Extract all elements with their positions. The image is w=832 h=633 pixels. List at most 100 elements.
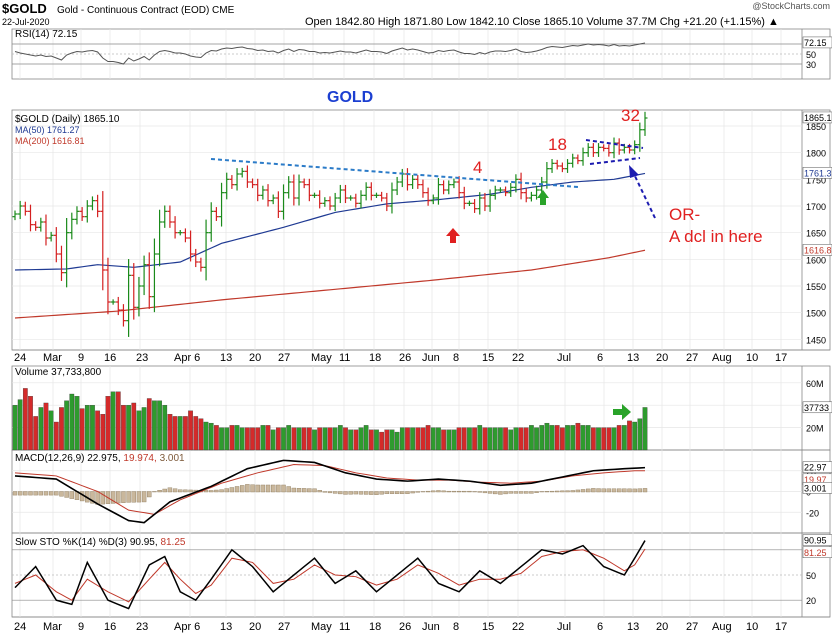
macd-hist-bar	[43, 491, 49, 496]
x-axis-label-top: 13	[220, 352, 232, 364]
x-axis-label-bottom: 16	[104, 621, 116, 633]
macd-hist-bar	[343, 491, 348, 495]
price-bar	[528, 191, 534, 202]
price-axis-label: 1700	[806, 202, 826, 212]
price-bar	[208, 202, 214, 242]
volume-bar	[456, 427, 462, 451]
volume-bars	[12, 388, 648, 451]
price-bar	[616, 138, 622, 155]
price-bar	[193, 248, 199, 268]
macd-value-tag-box	[802, 461, 832, 473]
macd-hist-bar	[322, 491, 328, 493]
volume-bar	[374, 429, 379, 451]
volume-bar	[265, 425, 271, 451]
volume-bar	[343, 427, 348, 451]
x-axis-label-top: 15	[482, 352, 494, 364]
price-bar	[100, 191, 106, 291]
price-bar	[611, 137, 617, 159]
price-bar	[64, 218, 70, 288]
macd-hist-bar	[420, 491, 426, 493]
volume-bar	[554, 425, 560, 451]
macd-hist-bar	[555, 490, 560, 493]
panel-grids	[12, 29, 802, 617]
volume-bar	[90, 405, 95, 451]
x-axis-label-top: 11	[339, 352, 350, 364]
volume-bar	[239, 427, 245, 451]
macd-hist-bar	[110, 491, 116, 504]
macd-hist-bar	[451, 490, 457, 493]
dcl-pointer-arrowhead	[629, 165, 639, 178]
volume-bar	[105, 396, 111, 451]
macd-hist-bar	[456, 490, 462, 493]
volume-bar	[126, 405, 131, 451]
macd-hist-bar	[493, 491, 498, 495]
volume-bar	[312, 429, 317, 451]
rsi-axis-label: 30	[806, 60, 816, 70]
macd-hist-bar	[508, 491, 513, 494]
price-bar	[518, 172, 524, 200]
volume-panel: Volume 37,733,800	[12, 367, 648, 451]
price-bar	[451, 178, 457, 189]
volume-bar	[394, 431, 400, 451]
volume-bar	[250, 427, 255, 451]
x-axis-label-top: Jun	[422, 352, 440, 364]
macd-hist-bar	[400, 491, 405, 494]
panel-frames	[11, 28, 831, 618]
date-label: 22-Jul-2020	[2, 17, 50, 27]
x-axis-label-bottom: 9	[78, 621, 84, 633]
x-axis-label-bottom: Jul	[557, 621, 571, 633]
price-bar	[182, 228, 188, 243]
volume-bar	[436, 427, 441, 451]
x-axis-label-top: 16	[104, 352, 116, 364]
macd-hist-bar	[147, 491, 152, 498]
macd-hist-bar	[565, 490, 570, 493]
x-axis-label-top: 27	[686, 352, 698, 364]
volume-bar	[549, 425, 555, 451]
volume-bar	[358, 427, 364, 451]
macd-panel: MACD(12,26,9) 22.975, 19.974, 3.001	[12, 453, 648, 524]
macd-hist-bar	[374, 491, 379, 495]
volume-bar	[430, 427, 436, 451]
price-bar	[115, 296, 121, 316]
volume-bar	[451, 429, 457, 451]
volume-bar	[399, 427, 405, 451]
macd-histogram	[12, 484, 648, 505]
gold-annotation: GOLD	[327, 89, 373, 106]
macd-hist-bar	[524, 491, 529, 494]
volume-bar	[611, 427, 617, 451]
x-axis-label-bottom: 27	[278, 621, 290, 633]
macd-hist-bar	[358, 491, 364, 495]
macd-hist-bar	[260, 484, 266, 493]
macd-hist-bar	[172, 488, 178, 493]
macd-hist-bar	[188, 489, 193, 493]
volume-bar	[172, 416, 178, 451]
price-bar	[497, 187, 503, 193]
price-bar	[48, 231, 54, 242]
price-bar	[508, 183, 514, 197]
price-bar	[219, 182, 225, 227]
x-axis-label-top: 6	[597, 352, 603, 364]
macd-hist-bar	[219, 489, 224, 493]
price-bar	[430, 194, 436, 205]
x-axis-label-top: May	[311, 352, 332, 364]
volume-bar	[627, 420, 632, 451]
macd-hist-bar	[518, 491, 524, 494]
macd-hist-bar	[622, 488, 627, 493]
volume-bar	[317, 427, 323, 451]
x-axis-label-top: 23	[136, 352, 148, 364]
x-axis-label-bottom: Jun	[422, 621, 440, 633]
up-arrow-green	[537, 190, 549, 205]
macd-hist-bar	[446, 490, 451, 493]
price-bar	[606, 144, 612, 157]
price-bar	[590, 143, 596, 157]
price-bar	[136, 276, 142, 317]
volume-bar	[467, 427, 472, 451]
price-bar	[120, 304, 126, 327]
volume-bar	[580, 425, 586, 451]
x-axis-label-bottom: 22	[512, 621, 524, 633]
macd-hist-bar	[575, 489, 581, 493]
macd-hist-bar	[224, 488, 229, 493]
x-axis-label-bottom: 20	[656, 621, 668, 633]
price-axis-label: 1600	[806, 255, 826, 265]
macd-hist-bar	[498, 491, 503, 495]
